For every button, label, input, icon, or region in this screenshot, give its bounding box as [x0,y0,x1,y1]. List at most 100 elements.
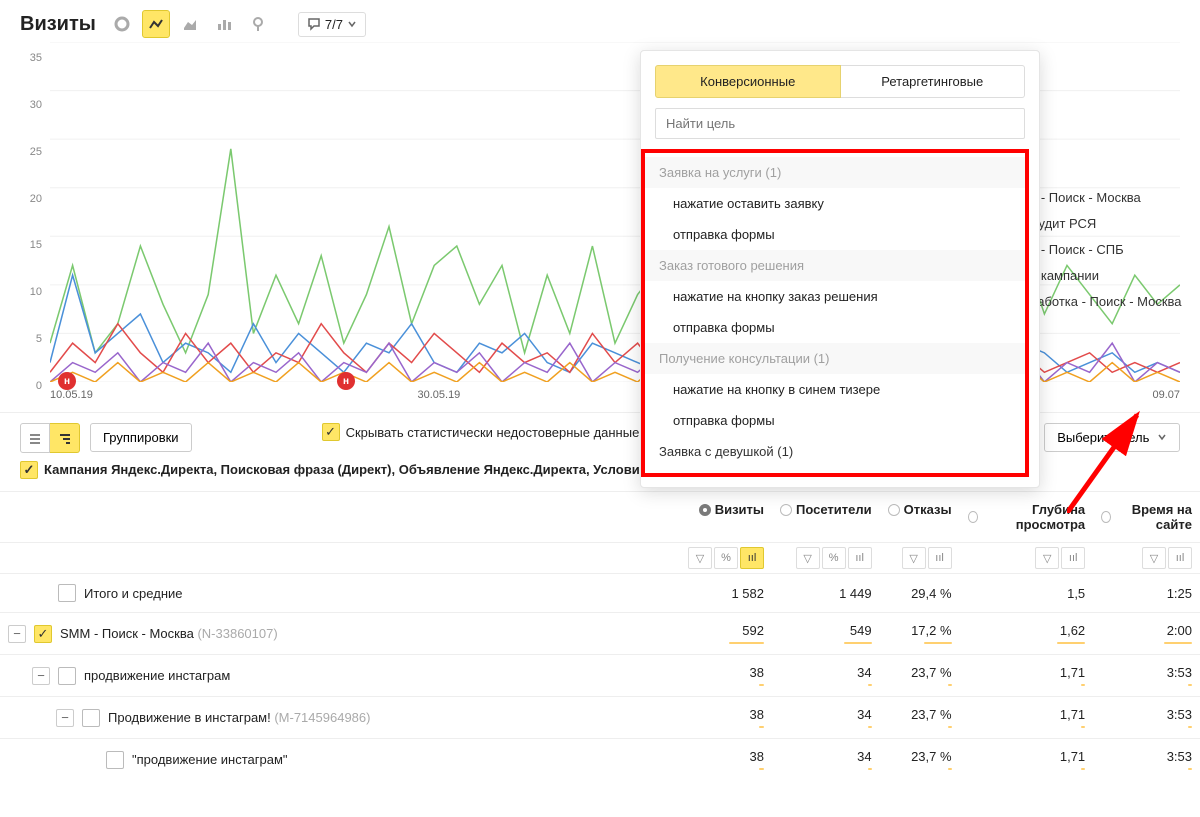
row-label: "продвижение инстаграм" [132,752,288,767]
filter-icon[interactable]: ▽ [796,547,820,569]
goals-list: Заявка на услуги (1) нажатие оставить за… [641,149,1029,477]
bars-icon[interactable]: ııl [848,547,872,569]
filter-icon[interactable]: ▽ [1142,547,1166,569]
tab-retargeting[interactable]: Ретаргетинговые [841,65,1026,98]
goal-group: Заявка на услуги (1) [645,157,1025,188]
toolbar: Визиты 7/7 [0,0,1200,42]
bars-icon[interactable]: ııl [928,547,952,569]
table-row: −SMM - Поиск - Москва (N-33860107)592549… [0,613,1200,655]
goal-item[interactable]: отправка формы [645,219,1025,250]
goal-item[interactable]: нажатие оставить заявку [645,188,1025,219]
bars-icon[interactable]: ııl [1168,547,1192,569]
cell: 38 [680,655,772,697]
view-toggle [20,423,80,453]
cell: 17,2 % [880,613,960,655]
legend-item: работка - Поиск - Москва [1030,289,1182,315]
row-checkbox[interactable] [34,625,52,643]
list-view-button[interactable] [20,423,50,453]
tree-view-button[interactable] [50,423,80,453]
col-bounce[interactable]: Отказы [904,502,952,517]
cell: 1,71 [960,655,1094,697]
goal-group: Получение консультации (1) [645,343,1025,374]
radio-icon[interactable] [780,504,792,516]
cell: 3:53 [1093,739,1200,781]
legend-item: Аудит РСЯ [1030,211,1182,237]
filter-icon[interactable]: ▽ [688,547,712,569]
row-label: SMM - Поиск - Москва (N-33860107) [60,626,278,641]
cell: 1,71 [960,697,1094,739]
cell: 1 449 [772,574,880,613]
tree-toggle[interactable]: − [8,625,26,643]
row-label: Итого и средние [84,586,182,601]
row-checkbox[interactable] [58,667,76,685]
goal-search-input[interactable] [655,108,1025,139]
cell: 3:53 [1093,697,1200,739]
row-checkbox[interactable] [82,709,100,727]
page-title: Визиты [20,13,96,36]
map-pin-icon[interactable] [244,10,272,38]
cell: 23,7 % [880,655,960,697]
checkbox-icon[interactable] [20,461,38,479]
cell: 23,7 % [880,697,960,739]
choose-goal-label: Выберите цель [1057,430,1149,445]
percent-icon[interactable]: % [822,547,846,569]
cell: 549 [772,613,880,655]
cell: 1 582 [680,574,772,613]
hide-stats-checkbox[interactable]: Скрывать статистически недостоверные дан… [322,423,640,441]
goal-group: Заказ готового решения [645,250,1025,281]
chevron-down-icon [347,19,357,29]
radio-icon[interactable] [699,504,711,516]
tab-conversion[interactable]: Конверсионные [655,65,841,98]
tree-toggle[interactable]: − [32,667,50,685]
comment-icon [307,17,321,31]
radio-icon[interactable] [888,504,900,516]
col-depth[interactable]: Глубина просмотра [982,502,1085,532]
radio-icon[interactable] [968,511,978,523]
cell: 34 [772,697,880,739]
table-row: "продвижение инстаграм"383423,7 %1,713:5… [0,739,1200,781]
area-chart-icon[interactable] [176,10,204,38]
col-time[interactable]: Время на сайте [1115,502,1192,532]
filter-icon[interactable]: ▽ [902,547,926,569]
bars-icon[interactable]: ııl [1061,547,1085,569]
row-checkbox[interactable] [58,584,76,602]
goal-group[interactable]: Заявка с девушкой (1) [645,436,1025,467]
cell: 2:00 [1093,613,1200,655]
percent-icon[interactable]: % [714,547,738,569]
radio-icon[interactable] [1101,511,1111,523]
legend-item: 1 - Поиск - Москва [1030,185,1182,211]
cell: 38 [680,697,772,739]
tree-toggle[interactable]: − [56,709,74,727]
filter-icon[interactable]: ▽ [1035,547,1059,569]
bar-chart-icon[interactable] [210,10,238,38]
goals-popup: Конверсионные Ретаргетинговые Заявка на … [640,50,1040,488]
chart-marker[interactable]: н [337,372,355,390]
row-checkbox[interactable] [106,751,124,769]
line-chart-icon[interactable] [142,10,170,38]
legend-item: 1 - Поиск - СПБ [1030,237,1182,263]
y-axis: 35302520151050 [20,52,42,392]
col-visitors[interactable]: Посетители [796,502,872,517]
cell: 38 [680,739,772,781]
goal-item[interactable]: отправка формы [645,312,1025,343]
row-label: Продвижение в инстаграм! (M-7145964986) [108,710,370,725]
cell: 34 [772,739,880,781]
goal-item[interactable]: нажатие на кнопку в синем тизере [645,374,1025,405]
goal-item[interactable]: нажатие на кнопку заказ решения [645,281,1025,312]
chart-marker[interactable]: н [58,372,76,390]
checkbox-label: Скрывать статистически недостоверные дан… [346,425,640,440]
comment-button[interactable]: 7/7 [298,12,366,37]
data-table: Визиты Посетители Отказы Глубина просмот… [0,491,1200,780]
goal-item[interactable]: отправка формы [645,405,1025,436]
cell: 1,62 [960,613,1094,655]
choose-goal-button[interactable]: Выберите цель [1044,423,1180,452]
donut-icon[interactable] [108,10,136,38]
col-visits[interactable]: Визиты [715,502,764,517]
cell: 23,7 % [880,739,960,781]
bars-icon[interactable]: ııl [740,547,764,569]
checkbox-icon [322,423,340,441]
legend: 1 - Поиск - МоскваАудит РСЯ1 - Поиск - С… [1030,185,1182,315]
grouping-button[interactable]: Группировки [90,423,192,452]
cell: 3:53 [1093,655,1200,697]
legend-item: е кампании [1030,263,1182,289]
